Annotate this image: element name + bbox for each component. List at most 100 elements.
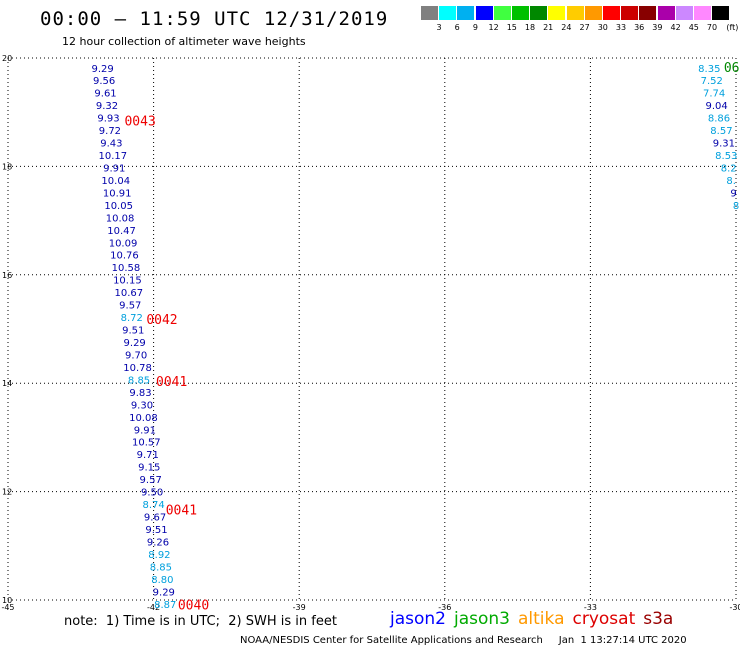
swh-value: 9.70 [125, 350, 147, 361]
swh-value: 8.85 [128, 375, 150, 386]
swh-value: 8. [726, 176, 736, 187]
x-tick-label: -39 [293, 603, 306, 612]
swh-value: 7.52 [701, 76, 723, 87]
swh-value: 9.32 [96, 101, 118, 112]
legend-swatch [512, 6, 529, 20]
legend-swatch [439, 6, 457, 20]
satellite-s3a: s3a [643, 609, 674, 629]
swh-value: 8.86 [708, 114, 730, 125]
swh-value: 10.08 [129, 413, 158, 424]
legend-label: 42 [670, 23, 681, 32]
swh-value: 8.35 [698, 64, 720, 75]
swh-value: 7.74 [703, 89, 725, 100]
y-tick-label: 14 [2, 379, 12, 388]
legend-label: 12 [488, 23, 499, 32]
swh-value: 9.67 [144, 513, 166, 524]
pass-time-label: 0043 [124, 114, 155, 129]
legend-swatch [584, 6, 602, 20]
swh-value: 9.29 [92, 64, 114, 75]
swh-value: 9.56 [93, 76, 115, 87]
satellite-altika: altika [518, 609, 565, 629]
swh-value: 10.05 [104, 201, 133, 212]
legend-label: 18 [524, 23, 536, 32]
legend-label: 45 [688, 23, 699, 32]
legend-swatch [493, 6, 511, 20]
legend-label: 6 [454, 23, 460, 32]
swh-value: 8.74 [142, 500, 164, 511]
legend-swatch [566, 6, 584, 20]
swh-value: 9.91 [103, 163, 125, 174]
legend-swatch [548, 6, 566, 20]
legend-label: 21 [543, 23, 554, 32]
legend-swatch [621, 6, 639, 20]
pass-time-label: 0041 [166, 503, 197, 518]
swh-value: 9.72 [99, 126, 121, 137]
credit-line: NOAA/NESDIS Center for Satellite Applica… [240, 635, 687, 646]
legend-swatch [530, 6, 548, 20]
legend-swatch [475, 6, 493, 20]
swh-value: 9.57 [119, 301, 141, 312]
legend-swatch [712, 6, 730, 20]
legend-swatch [457, 6, 475, 20]
pass-time-label: 0041 [156, 375, 187, 390]
x-tick-label: -36 [438, 603, 451, 612]
legend-label: 39 [652, 23, 663, 32]
swh-value: 9.04 [705, 101, 727, 112]
legend-swatch [421, 6, 438, 20]
pass-time-label: 0040 [178, 598, 209, 613]
swh-value: 8.87 [154, 600, 176, 611]
swh-value: 10.78 [123, 363, 152, 374]
satellite-cryosat: cryosat [572, 609, 636, 629]
swh-value: 8.53 [715, 151, 737, 162]
swh-value: 9.91 [134, 425, 156, 436]
swh-value: 10.67 [115, 288, 144, 299]
swh-value: 9.43 [100, 139, 122, 150]
legend-swatch [657, 6, 675, 20]
swh-value: 10.47 [107, 226, 136, 237]
swh-value: 9.26 [147, 537, 169, 548]
swh-value: 10.15 [113, 276, 142, 287]
legend-swatch [639, 6, 657, 20]
swh-value: 8.92 [148, 550, 170, 561]
x-tick-label: -45 [1, 603, 14, 612]
swh-value: 9.51 [122, 326, 144, 337]
legend-swatch [603, 6, 620, 20]
legend-unit: (ft) [726, 23, 739, 32]
swh-value: 8.80 [151, 575, 173, 586]
swh-value: 9.61 [94, 89, 116, 100]
swh-value: 9.50 [141, 488, 163, 499]
swh-value: 8.85 [150, 562, 172, 573]
swh-value: 9.29 [153, 587, 175, 598]
y-tick-label: 18 [2, 162, 12, 171]
swh-value: 9.29 [124, 338, 146, 349]
satellite-jason3: jason3 [454, 609, 510, 629]
y-tick-label: 20 [2, 54, 12, 63]
swh-value: 9.15 [138, 463, 160, 474]
swh-value: 9.83 [129, 388, 151, 399]
legend-swatch [694, 6, 711, 20]
x-tick-label: -30 [729, 603, 740, 612]
swh-value: 8.72 [121, 313, 143, 324]
y-tick-label: 10 [2, 596, 12, 605]
legend-label: 3 [436, 23, 442, 32]
swh-value: 10.09 [109, 238, 138, 249]
swh-value: 10.76 [110, 251, 139, 262]
swh-value: 10.91 [103, 188, 132, 199]
swh-value: 8 [733, 201, 739, 212]
swh-value: 9.51 [145, 525, 167, 536]
satellite-jason2: jason2 [390, 609, 446, 629]
swh-value: 9.30 [131, 400, 153, 411]
legend-label: 70 [706, 23, 718, 32]
pass-time-label: 06 [724, 61, 740, 76]
swh-value: 8.57 [710, 126, 732, 137]
swh-value: 9.71 [137, 450, 159, 461]
swh-value: 9 [730, 188, 736, 199]
legend-label: 30 [597, 23, 608, 32]
legend-label: 24 [561, 23, 572, 32]
swh-value: 10.57 [132, 438, 161, 449]
legend-label: 27 [579, 23, 590, 32]
swh-value: 9.93 [97, 114, 119, 125]
swh-value: 10.08 [106, 213, 135, 224]
x-tick-label: -42 [147, 603, 160, 612]
